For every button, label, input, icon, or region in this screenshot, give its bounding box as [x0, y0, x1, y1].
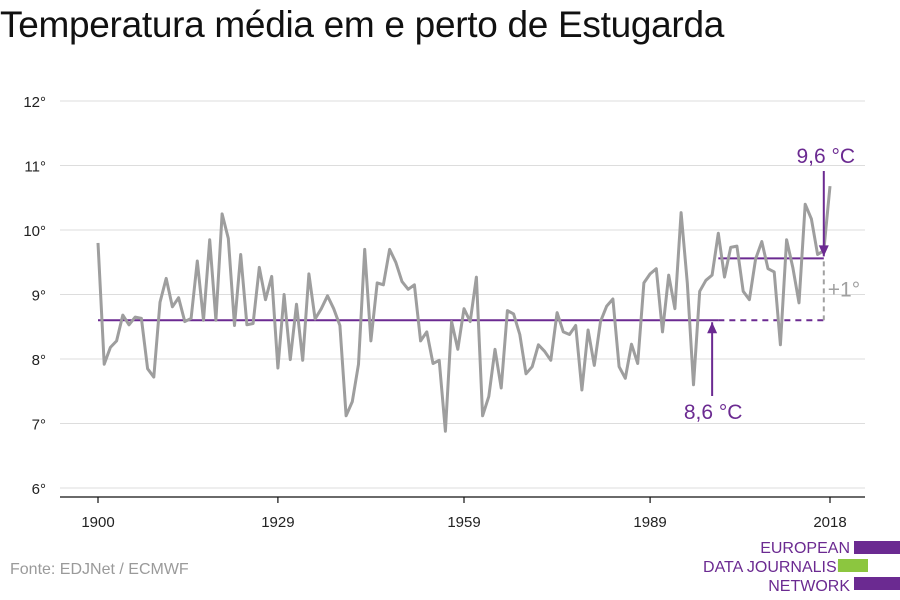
logo-line-2: DATA JOURNALISM	[703, 559, 850, 576]
series-layer	[96, 185, 832, 433]
logo-bar-2	[838, 559, 884, 572]
temperature-series-line	[96, 185, 832, 433]
recent-value-label: 9,6 °C	[796, 145, 855, 168]
y-tick-label: 9°	[32, 288, 46, 305]
x-tick-label: 1929	[261, 514, 294, 531]
x-tick-label: 1959	[447, 514, 480, 531]
annotations: +1° 8,6 °C 9,6 °C	[684, 145, 860, 424]
y-tick-label: 7°	[32, 417, 46, 434]
recent-arrow-head	[818, 245, 829, 257]
x-tick-label: 2018	[813, 514, 846, 531]
chart-title: Temperatura média em e perto de Estugard…	[0, 4, 724, 45]
baseline-arrow-head	[707, 322, 718, 334]
logo-bar-1	[854, 541, 900, 554]
edjnet-logo: EUROPEAN DATA JOURNALISM NETWORK	[700, 530, 900, 600]
y-tick-label: 12°	[23, 94, 46, 111]
x-tick-label: 1989	[633, 514, 666, 531]
y-tick-label: 6°	[32, 481, 46, 498]
logo-line-3: NETWORK	[768, 578, 850, 595]
y-tick-label: 11°	[24, 159, 46, 176]
baseline-value-label: 8,6 °C	[684, 401, 743, 424]
logo-bar-3	[854, 577, 900, 590]
axes: 6° 7° 8° 9° 10° 11° 12° 1900 1929 1959 1989 2018	[23, 94, 865, 531]
logo-line-1: EUROPEAN	[760, 540, 850, 557]
y-tick-label: 8°	[32, 352, 46, 369]
delta-label: +1°	[828, 278, 860, 301]
source-note: Fonte: EDJNet / ECMWF	[10, 561, 189, 578]
x-tick-label: 1900	[81, 514, 114, 531]
y-tick-label: 10°	[23, 223, 46, 240]
